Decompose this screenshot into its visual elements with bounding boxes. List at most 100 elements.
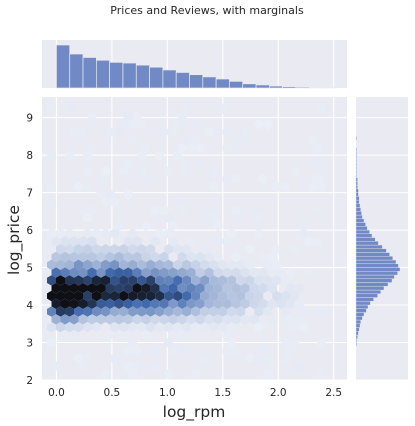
hexbin-cell — [272, 259, 282, 270]
hexbin-cell — [83, 181, 92, 192]
marginal-y-bar — [355, 331, 359, 336]
hexbin-cell — [141, 173, 151, 185]
hexbin-cell — [177, 267, 187, 278]
hexbin-cell — [209, 166, 219, 177]
hexbin-cell — [182, 275, 192, 286]
hexbin-cell — [92, 228, 101, 239]
hexbin-cell — [195, 361, 205, 372]
hexbin-cell — [236, 290, 246, 302]
hexbin-cell — [254, 306, 264, 317]
hexbin-cell — [123, 189, 133, 200]
hexbin-cell — [128, 368, 138, 380]
hexbin-cell — [92, 322, 101, 333]
hexbin-cell — [258, 298, 268, 309]
hexbin-cell — [222, 345, 232, 356]
hexbin-cell — [240, 127, 250, 138]
hexbin-cell — [87, 142, 97, 153]
hexbin-cell — [128, 134, 138, 146]
hexbin-cell — [110, 353, 120, 364]
hexbin-cell — [177, 205, 187, 216]
hexbin-cell — [56, 306, 65, 317]
x-axis-label: log_rpm — [163, 403, 226, 422]
hexbin-cell — [114, 251, 124, 263]
hexbin-cell — [254, 322, 264, 333]
hexbin-cell — [105, 127, 115, 138]
marginal-x-bar — [82, 57, 97, 89]
hexbin-cell — [128, 259, 138, 270]
hexbin-cell — [74, 306, 83, 317]
hexbin-cell — [204, 127, 214, 138]
hexbin-cell — [249, 298, 259, 309]
hexbin-cell — [60, 314, 70, 325]
hexbin-cell — [231, 142, 241, 153]
hexbin-cell — [186, 251, 196, 263]
marginal-y-bar — [355, 312, 365, 317]
hexbin-cell — [254, 290, 264, 302]
hexbin-cell — [263, 353, 273, 364]
marginal-x-bar — [122, 62, 137, 89]
hexbin-cell — [236, 275, 246, 286]
marginal-y-bar — [355, 229, 370, 235]
hexbin-cell — [218, 103, 228, 114]
hexbin-cell — [231, 314, 241, 325]
hexbin-cell — [141, 251, 151, 263]
hexbin-cell — [65, 275, 74, 286]
hexbin-cell — [114, 283, 124, 294]
hexbin-cell — [204, 205, 214, 216]
hexbin-cell — [164, 368, 174, 380]
y-tick-label: 6 — [26, 225, 33, 237]
hexbin-cell — [60, 236, 70, 247]
marginal-x-bar — [175, 72, 190, 89]
hexbin-cell — [312, 205, 322, 216]
hexbin-cell — [168, 127, 178, 138]
hexbin-cell — [87, 298, 97, 309]
hexbin-cell — [317, 306, 327, 317]
hexbin-cell — [285, 267, 295, 278]
marginal-y-bar — [355, 248, 387, 253]
hexbin-cell — [222, 329, 232, 341]
hexbin-cell — [114, 267, 124, 278]
hexbin-cell — [51, 251, 61, 263]
marginal-x-histogram — [42, 40, 347, 89]
hexbin-cell — [227, 275, 237, 286]
hexbin-cell — [51, 283, 61, 294]
hexbin-cell — [78, 251, 88, 263]
hexbin-cell — [240, 298, 250, 309]
marginal-y-bar — [355, 323, 361, 328]
hexbin-cell — [263, 275, 273, 286]
hexbin-cell — [195, 142, 205, 153]
marginal-y-bar — [355, 267, 401, 272]
hexbin-cell — [141, 329, 151, 341]
hexbin-cell — [222, 314, 232, 325]
hexbin-cell — [227, 337, 237, 348]
hexbin-cell — [317, 337, 327, 348]
hexbin-cell — [168, 283, 178, 294]
hexbin-cell — [191, 368, 201, 380]
hexbin-cell — [173, 306, 183, 317]
hexbin-cell — [123, 158, 133, 169]
hexbin-cell — [236, 306, 246, 317]
hexbin-cell — [128, 244, 138, 255]
y-tick-label: 3 — [26, 338, 33, 350]
hexbin-cell — [209, 275, 219, 286]
marginal-y-bar — [355, 274, 395, 279]
hexbin-cell — [173, 322, 183, 333]
hexbin-cell — [78, 298, 88, 309]
hexbin-cell — [173, 197, 183, 208]
hexbin-cell — [209, 212, 219, 224]
hexbin-cell — [317, 103, 327, 114]
hexbin-cell — [114, 220, 124, 231]
marginal-x-bar — [295, 86, 310, 89]
y-tick-label: 8 — [26, 150, 33, 162]
marginal-y-bar — [355, 162, 357, 167]
marginal-x-bar — [149, 66, 164, 89]
hexbin-cell — [195, 251, 205, 263]
marginal-y-bar — [355, 181, 358, 186]
hexbin-cell — [285, 345, 295, 356]
hexbin-cell — [83, 166, 92, 177]
hexbin-cell — [87, 205, 97, 216]
hexbin-cell — [186, 283, 196, 294]
marginal-y-bar — [355, 226, 368, 231]
hexbin-cell — [222, 283, 232, 294]
hexbin-cell — [177, 283, 187, 294]
